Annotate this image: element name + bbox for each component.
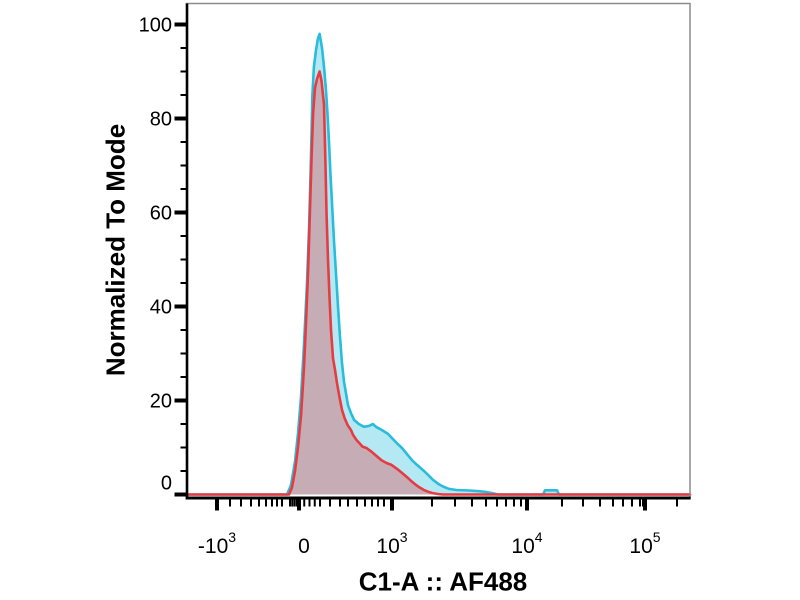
x-axis-minor-tick — [229, 499, 231, 507]
x-axis-minor-tick — [265, 499, 267, 507]
y-axis-major-tick — [174, 304, 187, 309]
y-axis-minor-tick — [180, 423, 187, 425]
x-axis-minor-tick — [276, 499, 278, 507]
x-axis-line — [185, 496, 691, 500]
x-axis-minor-tick — [377, 499, 379, 507]
x-axis-minor-tick — [639, 499, 641, 507]
x-axis-minor-tick — [454, 499, 456, 507]
y-axis-minor-tick — [180, 470, 187, 472]
y-axis-major-tick — [174, 22, 187, 27]
y-tick-label: 40 — [150, 297, 172, 319]
y-axis-minor-tick — [180, 258, 187, 261]
x-axis-minor-tick — [431, 499, 433, 507]
x-axis-minor-tick — [383, 499, 385, 507]
series_red-fill — [187, 71, 690, 495]
x-axis-major-tick — [643, 499, 647, 511]
series_cyan-fill — [187, 33, 690, 495]
series_cyan-line — [185, 32, 692, 496]
y-axis-title: Normalized To Mode — [100, 123, 131, 377]
x-axis-minor-tick — [295, 499, 298, 507]
y-axis-minor-tick — [180, 282, 187, 284]
y-tick-label: 20 — [150, 391, 172, 413]
x-axis-minor-tick — [313, 499, 316, 507]
y-axis-minor-tick — [180, 164, 187, 167]
x-axis-minor-tick — [339, 499, 341, 507]
x-tick-label: 103 — [376, 529, 407, 558]
x-tick-label: 0 — [298, 535, 310, 558]
x-axis-minor-tick — [319, 499, 321, 507]
x-axis-minor-tick — [642, 499, 644, 507]
x-axis-minor-tick — [308, 499, 311, 507]
x-axis-major-tick — [215, 499, 219, 511]
y-axis-major-tick — [174, 398, 187, 403]
y-tick-label: 100 — [139, 15, 172, 37]
x-axis-minor-tick — [271, 499, 273, 507]
x-axis-minor-tick — [293, 499, 296, 507]
x-axis-minor-tick — [485, 499, 487, 507]
x-axis-major-tick — [390, 499, 394, 511]
y-axis-minor-tick — [180, 235, 187, 237]
y-axis-minor-tick — [180, 446, 187, 449]
y-axis-major-tick — [174, 492, 187, 497]
x-axis-minor-tick — [364, 499, 366, 507]
x-axis-major-tick — [525, 499, 529, 511]
y-tick-label: 60 — [150, 203, 172, 225]
y-tick-label: 0 — [161, 473, 172, 495]
x-axis-minor-tick — [599, 499, 601, 507]
x-axis-major-tick — [297, 499, 301, 511]
x-axis-minor-tick — [582, 499, 584, 507]
y-axis-minor-tick — [180, 141, 187, 143]
y-tick-label: 80 — [150, 109, 172, 131]
plot-frame-right — [689, 3, 691, 497]
x-axis-minor-tick — [347, 499, 349, 507]
x-axis-title: C1-A :: AF488 — [358, 566, 528, 597]
x-axis-minor-tick — [303, 499, 306, 507]
x-axis-minor-tick — [356, 499, 358, 507]
x-axis-minor-tick — [631, 499, 633, 507]
x-axis-minor-tick — [496, 499, 498, 507]
y-axis-minor-tick — [180, 329, 187, 331]
x-axis-minor-tick — [471, 499, 473, 507]
x-tick-label: -103 — [198, 529, 236, 558]
x-tick-label: 104 — [511, 529, 542, 558]
series_red-line — [185, 70, 692, 496]
x-axis-minor-tick — [676, 499, 678, 507]
x-axis-minor-tick — [371, 499, 373, 507]
y-axis-minor-tick — [180, 47, 187, 49]
y-axis-minor-tick — [180, 352, 187, 355]
y-axis-minor-tick — [180, 188, 187, 190]
plot-frame-top — [185, 2, 691, 5]
x-axis-minor-tick — [612, 499, 614, 507]
x-axis-minor-tick — [289, 499, 291, 507]
y-axis-major-tick — [174, 116, 187, 121]
x-axis-minor-tick — [291, 499, 294, 507]
x-axis-minor-tick — [258, 499, 260, 507]
x-axis-minor-tick — [250, 499, 252, 507]
x-axis-minor-tick — [329, 499, 331, 507]
x-axis-minor-tick — [622, 499, 624, 507]
y-axis-line — [185, 3, 189, 500]
y-axis-major-tick — [174, 210, 187, 215]
x-axis-minor-tick — [520, 499, 522, 507]
y-axis-minor-tick — [180, 376, 187, 378]
x-tick-label: 105 — [629, 529, 660, 558]
y-axis-minor-tick — [180, 70, 187, 73]
x-axis-minor-tick — [561, 499, 563, 507]
x-axis-minor-tick — [505, 499, 507, 507]
x-axis-minor-tick — [281, 499, 283, 507]
x-axis-minor-tick — [240, 499, 242, 507]
x-axis-minor-tick — [513, 499, 515, 507]
y-axis-minor-tick — [180, 94, 187, 96]
